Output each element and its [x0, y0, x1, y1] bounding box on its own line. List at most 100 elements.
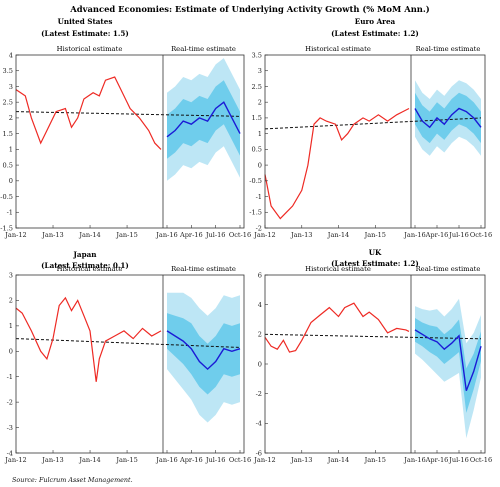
realtime-series-line: [166, 330, 241, 371]
y-tick-label: 3.5: [252, 51, 263, 59]
y-tick-label: 1.5: [252, 114, 263, 122]
historical-series-line: [15, 296, 162, 382]
x-tick-label: Jan-13: [41, 456, 63, 464]
x-tick-label: Jan-15: [115, 231, 137, 239]
x-tick-label: Jan-16: [403, 456, 425, 464]
realtime-label: Real-time estimate: [416, 265, 481, 273]
y-tick-label: -2: [256, 224, 262, 232]
panel-subtitle: (Latest Estimate: 1.2): [331, 259, 419, 268]
y-tick-label: -4: [7, 449, 13, 457]
realtime-series-line: [166, 101, 241, 138]
y-tick-label: 1: [9, 146, 13, 154]
source-note: Source: Fulcrum Asset Management.: [12, 476, 133, 484]
x-tick-label: Jan-14: [78, 231, 100, 239]
x-tick-label: Jan-12: [253, 231, 275, 239]
y-tick-label: 2: [9, 114, 13, 122]
y-tick-label: -6: [256, 449, 262, 457]
x-tick-label: Jan-12: [4, 231, 26, 239]
realtime-label: Real-time estimate: [416, 45, 481, 53]
trend-line: [15, 111, 241, 117]
x-tick-label: Oct-16: [229, 231, 251, 239]
plot-frame: [15, 54, 245, 229]
y-tick-label: 0: [9, 177, 13, 185]
x-tick-label: Jan-13: [290, 231, 312, 239]
y-tick-label: 2.5: [3, 98, 14, 106]
y-tick-label: 2.5: [252, 83, 263, 91]
panel-subtitle: (Latest Estimate: 1.5): [41, 29, 129, 38]
y-tick-label: -4: [256, 420, 262, 428]
historical-label: Historical estimate: [57, 265, 123, 273]
y-tick-label: 0: [258, 360, 262, 368]
y-tick-label: -2: [256, 390, 262, 398]
band-inner: [167, 313, 240, 395]
x-tick-label: Jan-15: [364, 456, 386, 464]
y-tick-label: 0.5: [252, 146, 263, 154]
x-tick-label: Jan-15: [115, 456, 137, 464]
trend-line: [264, 117, 482, 130]
panel-title: United States: [58, 17, 113, 26]
x-tick-label: Apr-16: [179, 231, 203, 239]
realtime-series-line: [414, 107, 482, 129]
y-tick-label: -0.5: [249, 177, 262, 185]
panel-title: Euro Area: [355, 17, 396, 26]
band-inner: [415, 318, 481, 413]
y-tick-label: 0.5: [3, 161, 14, 169]
y-tick-label: -2: [7, 398, 13, 406]
band-inner: [415, 92, 481, 144]
y-tick-label: -3: [7, 424, 13, 432]
y-tick-label: 3.5: [3, 67, 14, 75]
historical-label: Historical estimate: [305, 265, 371, 273]
chart-euro-area: Euro Area (Latest Estimate: 1.2) Historica…: [249, 17, 492, 239]
y-tick-label: 4: [258, 301, 262, 309]
x-tick-label: Jul-16: [205, 231, 226, 239]
realtime-series-line: [414, 329, 482, 391]
y-tick-label: 1: [9, 322, 13, 330]
y-tick-label: 2: [9, 297, 13, 305]
historical-series-line: [15, 76, 162, 150]
x-tick-label: Jan-13: [290, 456, 312, 464]
x-tick-label: Jul-16: [205, 456, 226, 464]
x-tick-label: Apr-16: [425, 231, 449, 239]
chart-panels: United States (Latest Estimate: 1.5) Histo…: [0, 17, 492, 464]
chart-united-states: United States (Latest Estimate: 1.5) Histo…: [0, 17, 251, 239]
x-tick-label: Jan-15: [364, 231, 386, 239]
y-tick-label: 1.5: [3, 130, 14, 138]
x-tick-label: Jul-16: [448, 231, 469, 239]
y-tick-label: -1.5: [249, 209, 262, 217]
y-tick-label: 2: [258, 331, 262, 339]
y-tick-label: -1: [7, 209, 13, 217]
y-tick-label: 0: [258, 161, 262, 169]
trend-line: [15, 338, 241, 348]
historical-label: Historical estimate: [305, 45, 371, 53]
panel-title: UK: [369, 248, 382, 257]
x-tick-label: Oct-16: [229, 456, 251, 464]
y-tick-label: 3: [9, 271, 13, 279]
x-tick-label: Oct-16: [470, 231, 492, 239]
y-tick-label: 0: [9, 348, 13, 356]
historical-label: Historical estimate: [57, 45, 123, 53]
plot-frame: [15, 274, 245, 454]
y-tick-label: -1: [7, 373, 13, 381]
realtime-label: Real-time estimate: [171, 265, 236, 273]
y-tick-label: 1: [258, 130, 262, 138]
x-tick-label: Jul-16: [448, 456, 469, 464]
panel-title: Japan: [73, 250, 98, 259]
y-tick-label: 2: [258, 98, 262, 106]
chart-japan: Japan (Latest Estimate: 0.1)Historical es…: [4, 250, 251, 464]
historical-series-line: [264, 107, 410, 220]
x-tick-label: Jan-14: [327, 456, 349, 464]
x-tick-label: Jan-16: [403, 231, 425, 239]
x-tick-label: Jan-12: [253, 456, 275, 464]
x-tick-label: Jan-16: [155, 456, 177, 464]
x-tick-label: Jan-16: [155, 231, 177, 239]
y-tick-label: 3: [258, 67, 262, 75]
y-tick-label: 6: [258, 271, 262, 279]
x-tick-label: Jan-13: [41, 231, 63, 239]
y-tick-label: -0.5: [0, 193, 13, 201]
trend-line: [264, 333, 482, 340]
historical-series-line: [264, 302, 410, 353]
realtime-label: Real-time estimate: [171, 45, 236, 53]
y-tick-label: 3: [9, 83, 13, 91]
y-tick-label: 4: [9, 51, 13, 59]
